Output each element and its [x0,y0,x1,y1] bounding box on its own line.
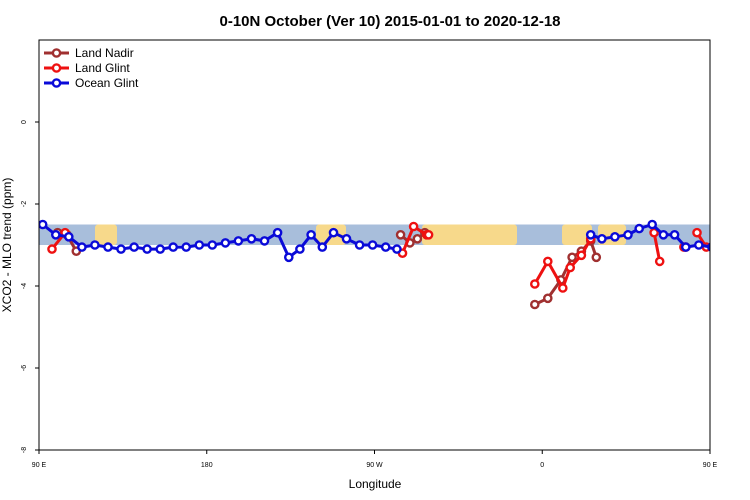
land-nadir-line [534,239,598,306]
land-area [422,224,517,245]
chart-title: 0-10N October (Ver 10) 2015-01-01 to 202… [219,13,560,30]
ocean-glint-point [392,244,402,254]
ocean-glint-point [707,242,710,252]
ocean-glint-point [39,219,48,230]
land-nadir-point [530,299,540,310]
land-glint-point [576,250,587,261]
x-axis-label: Longitude [349,477,402,491]
ocean-glint-point [233,236,244,246]
ocean-glint-point [168,242,178,252]
ocean-glint-point [634,223,645,234]
ocean-glint-point [585,229,596,240]
legend-land-nadir-label: Land Nadir [75,46,134,60]
legend-land-glint-marker [51,63,62,73]
ocean-glint-point [194,240,205,250]
ocean-glint-point [647,219,658,230]
y-axis: 0 -2 -4 -6 -8 [21,120,39,453]
ocean-glint-point [181,242,191,252]
ocean-glint-point [103,242,113,252]
ocean-glint-point [259,236,270,246]
land-glint-point [423,229,434,240]
land-area [562,224,592,245]
ocean-glint-point [272,227,283,238]
x-axis: 90 E 180 90 W 0 90 E [32,450,718,469]
land-area [95,224,117,245]
land-nadir-point [591,252,602,263]
ocean-glint-point [220,238,231,248]
ocean-glint-point [317,242,328,252]
ocean-glint-point [77,242,87,252]
legend-ocean-glint-label: Ocean Glint [75,76,139,90]
x-tick-label: 90 E [703,462,718,469]
ocean-glint-point [623,229,633,240]
x-tick-label: 90 W [366,462,383,469]
ocean-glint-point [207,240,218,250]
ocean-glint-point [246,233,257,244]
ocean-glint-point [306,229,316,240]
legend-ocean-glint-marker [51,78,62,88]
ocean-glint-point [142,244,152,254]
ocean-glint-point [341,233,352,244]
ocean-glint-point [328,227,339,238]
ocean-glint-point [116,244,126,254]
land-glint-line [652,232,662,262]
ocean-glint-point [90,240,100,250]
ocean-glint-point [669,229,680,240]
ocean-glint-point [380,242,391,252]
land-glint-point [558,283,568,293]
y-tick-label: -6 [21,365,28,371]
ocean-glint-point [734,244,741,251]
ocean-glint-point [295,244,305,254]
land-glint-point [654,256,665,267]
y-tick-label: -4 [21,283,28,289]
ocean-glint-point [721,244,728,251]
x-tick-label: 180 [201,462,213,469]
series-layer [39,219,741,310]
land-nadir-point [543,293,553,304]
ocean-band [39,224,710,245]
map-band [39,224,710,245]
land-glint-point [47,244,57,254]
ocean-glint-point [51,229,61,240]
land-glint-point [649,227,659,238]
legend-land-glint-label: Land Glint [75,61,130,75]
y-tick-label: 0 [21,120,28,124]
ocean-glint-point [597,233,607,244]
ocean-glint-point [694,240,704,250]
land-glint-point [565,262,576,273]
land-nadir-point [567,252,577,263]
ocean-glint-point [354,240,365,250]
ocean-glint-point [155,244,165,254]
legend-land-nadir-marker [51,48,62,58]
ocean-glint-point [610,231,620,242]
y-axis-label: XCO2 - MLO trend (ppm) [0,178,14,313]
ocean-glint-point [681,242,691,252]
ocean-glint-point [129,242,139,252]
ocean-glint-point [367,240,378,250]
x-tick-label: 0 [540,462,544,469]
land-glint-point [408,221,419,232]
land-nadir-point [412,233,423,244]
land-glint-point [530,279,540,289]
ocean-glint-point [658,229,669,240]
y-tick-label: -8 [21,447,28,453]
ocean-glint-point [64,231,74,242]
x-tick-label: 90 E [32,462,47,469]
land-glint-point [543,256,553,267]
y-tick-label: -2 [21,201,28,207]
land-glint-point [692,227,702,238]
ocean-glint-point [283,252,294,263]
land-nadir-point [395,229,406,240]
